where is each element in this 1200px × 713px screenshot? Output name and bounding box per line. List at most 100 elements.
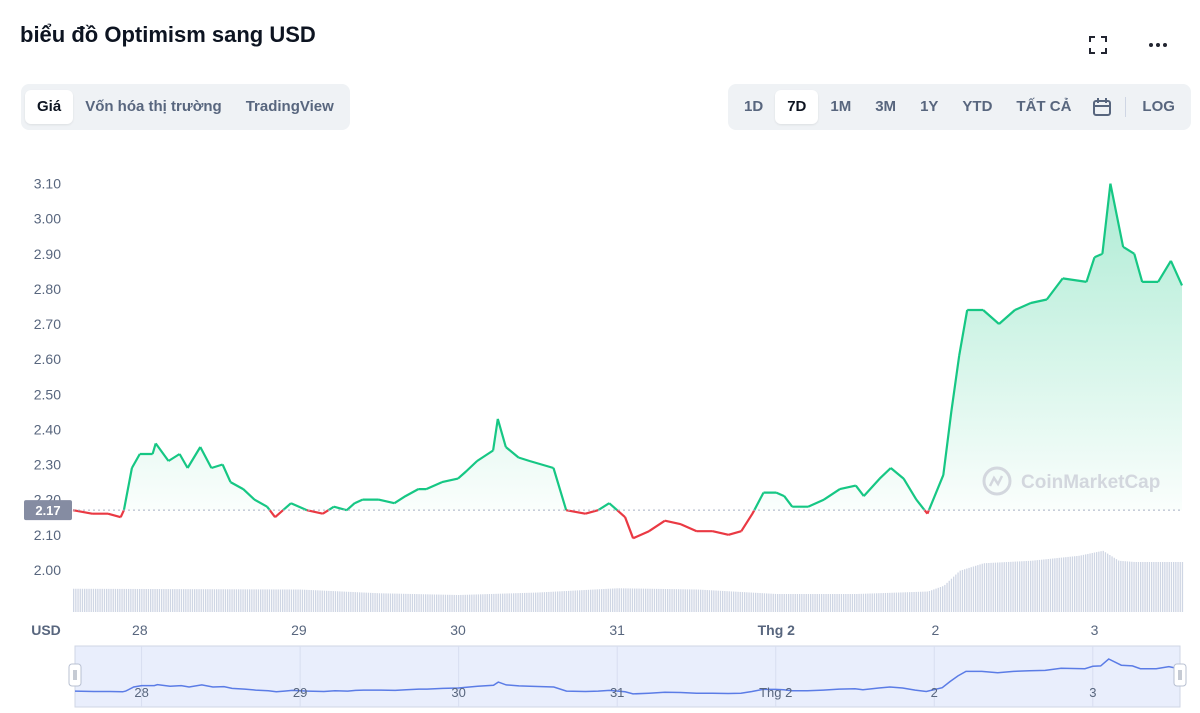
volume-bar <box>605 588 607 612</box>
volume-bar <box>737 591 739 612</box>
x-tick-label: 2 <box>931 622 939 638</box>
volume-bar <box>647 588 649 612</box>
volume-bar <box>524 592 526 612</box>
volume-bar <box>882 593 884 612</box>
volume-bar <box>383 593 385 612</box>
volume-bar <box>933 589 935 612</box>
volume-bar <box>662 588 664 612</box>
volume-bar <box>865 593 867 612</box>
volume-bar <box>858 593 860 612</box>
volume-bar <box>1096 552 1098 612</box>
volume-bar <box>1157 562 1159 612</box>
separator <box>1125 97 1127 117</box>
range-3m[interactable]: 3M <box>875 98 897 115</box>
tab-tradingview[interactable]: TradingView <box>245 98 334 115</box>
volume-bar <box>636 588 638 612</box>
range-1y[interactable]: 1Y <box>920 98 939 115</box>
volume-bar <box>207 589 209 612</box>
volume-bar <box>851 594 854 612</box>
volume-bar <box>576 590 579 612</box>
volume-bar <box>471 594 473 612</box>
volume-bar <box>297 589 299 612</box>
volume-bar <box>772 593 774 612</box>
volume-bar <box>840 594 843 612</box>
volume-bar <box>638 588 640 612</box>
volume-bar <box>827 594 829 612</box>
volume-bar <box>598 589 601 612</box>
volume-bar <box>920 591 922 612</box>
volume-bar <box>1065 557 1067 612</box>
volume-bar <box>587 589 590 612</box>
volume-bar <box>623 588 625 612</box>
volume-bar <box>381 593 383 612</box>
volume-bar <box>330 590 332 612</box>
volume-bar <box>1085 554 1087 612</box>
y-tick-label: 2.80 <box>34 281 61 297</box>
volume-bar <box>106 588 108 612</box>
volume-bar <box>618 588 620 612</box>
volume-bar <box>266 589 268 612</box>
range-all[interactable]: TẤT CẢ <box>1016 98 1072 115</box>
fullscreen-icon[interactable] <box>1087 34 1109 56</box>
range-1d[interactable]: 1D <box>744 98 764 115</box>
volume-bar <box>493 593 495 612</box>
navigator-handle-right[interactable] <box>1173 663 1187 687</box>
volume-bar <box>642 588 645 612</box>
volume-bar <box>730 591 733 612</box>
volume-bar <box>156 589 158 612</box>
volume-bar <box>165 589 167 612</box>
volume-bar <box>977 565 979 612</box>
tab-market-cap[interactable]: Vốn hóa thị trường <box>85 98 222 115</box>
volume-bar <box>84 588 86 612</box>
navigator-window[interactable] <box>74 645 1181 708</box>
volume-bar <box>836 594 838 612</box>
volume-bar <box>1151 562 1153 612</box>
volume-bar <box>444 594 447 612</box>
volume-bar <box>189 589 191 612</box>
volume-bar <box>1008 561 1010 612</box>
volume-bar <box>1091 553 1093 612</box>
range-navigator: 28 29 30 31 Thg 2 2 3 <box>68 645 1187 708</box>
y-tick-label: 3.00 <box>34 211 61 227</box>
volume-bar <box>187 589 189 612</box>
volume-bar <box>332 591 334 612</box>
volume-bar <box>783 594 785 612</box>
navigator-handle-left[interactable] <box>68 663 82 687</box>
volume-bar <box>235 589 238 612</box>
volume-bar <box>570 590 572 612</box>
volume-bar <box>506 593 508 612</box>
x-tick-label: 30 <box>450 622 466 638</box>
volume-bar <box>726 591 728 612</box>
volume-bar <box>495 593 497 612</box>
tab-price[interactable]: Giá <box>25 90 74 124</box>
range-1m[interactable]: 1M <box>830 98 852 115</box>
range-ytd[interactable]: YTD <box>962 98 993 115</box>
volume-bar <box>211 589 213 612</box>
volume-bar <box>1034 560 1036 612</box>
calendar-icon[interactable] <box>1091 96 1113 118</box>
volume-bar <box>537 592 539 612</box>
volume-bar <box>565 590 568 612</box>
volume-bar <box>722 590 724 612</box>
log-toggle[interactable]: LOG <box>1142 98 1175 115</box>
volume-bar <box>909 592 911 612</box>
volume-bar <box>425 594 427 612</box>
volume-bar <box>163 589 165 612</box>
volume-bar <box>139 588 141 612</box>
range-7d[interactable]: 7D <box>775 90 819 124</box>
volume-bar <box>359 592 361 612</box>
volume-bar <box>218 589 220 612</box>
volume-bar <box>405 593 407 612</box>
volume-bar <box>108 588 110 612</box>
volume-bar <box>488 594 491 612</box>
volume-bar <box>275 589 277 612</box>
volume-bar <box>825 594 827 612</box>
more-horizontal-icon[interactable] <box>1147 34 1169 56</box>
volume-bar <box>999 562 1001 612</box>
volume-bar <box>112 588 114 612</box>
volume-bar <box>161 589 163 612</box>
baseline-label: 2.17 <box>35 503 60 518</box>
volume-bar <box>477 594 480 612</box>
volume-bar <box>768 593 770 612</box>
volume-bar <box>110 588 112 612</box>
